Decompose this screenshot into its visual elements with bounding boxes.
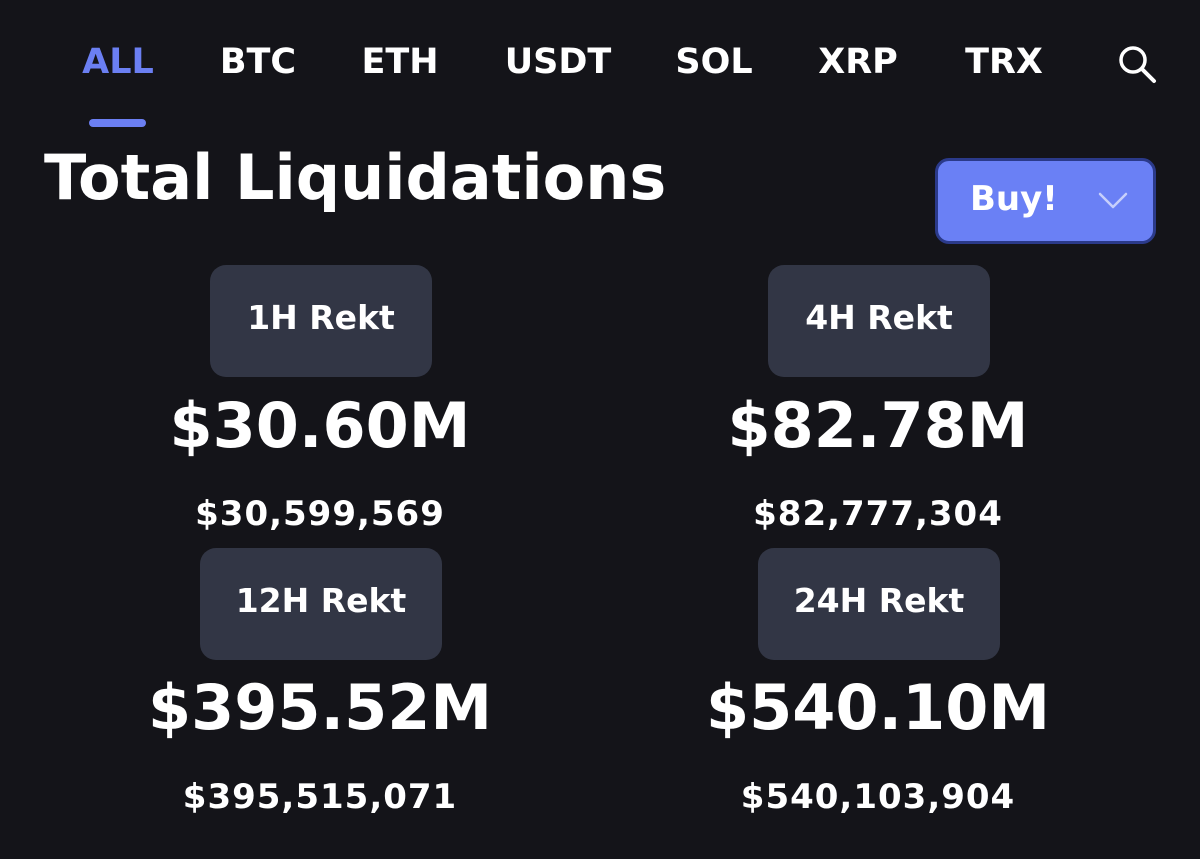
asset-tabs: ALL BTC ETH USDT SOL XRP TRX [0,0,1200,130]
page-title: Total Liquidations [44,141,667,214]
stat-4h-exact: $82,777,304 [753,494,1003,534]
stat-4h-label[interactable]: 4H Rekt [768,265,990,377]
stat-24h-label[interactable]: 24H Rekt [758,548,1000,660]
tab-trx[interactable]: TRX [965,42,1043,82]
tab-usdt[interactable]: USDT [504,42,612,82]
active-tab-indicator [89,119,146,127]
tab-sol[interactable]: SOL [675,42,753,82]
buy-dropdown-button[interactable]: Buy! [935,158,1156,244]
tab-btc[interactable]: BTC [219,42,297,82]
stat-12h-label[interactable]: 12H Rekt [200,548,442,660]
search-icon[interactable] [1116,43,1158,85]
stat-1h-value: $30.60M [169,389,471,462]
buy-button-label: Buy! [970,179,1058,219]
tab-all[interactable]: ALL [82,42,154,82]
stat-4h-value: $82.78M [727,389,1029,462]
tab-eth[interactable]: ETH [361,42,439,82]
chevron-down-icon [1098,192,1128,209]
stat-24h-exact: $540,103,904 [740,777,1016,817]
stat-1h-exact: $30,599,569 [195,494,445,534]
tab-xrp[interactable]: XRP [818,42,898,82]
stat-12h-exact: $395,515,071 [182,777,458,817]
stat-12h-value: $395.52M [147,671,493,744]
stat-24h-value: $540.10M [705,671,1051,744]
stat-1h-label[interactable]: 1H Rekt [210,265,432,377]
